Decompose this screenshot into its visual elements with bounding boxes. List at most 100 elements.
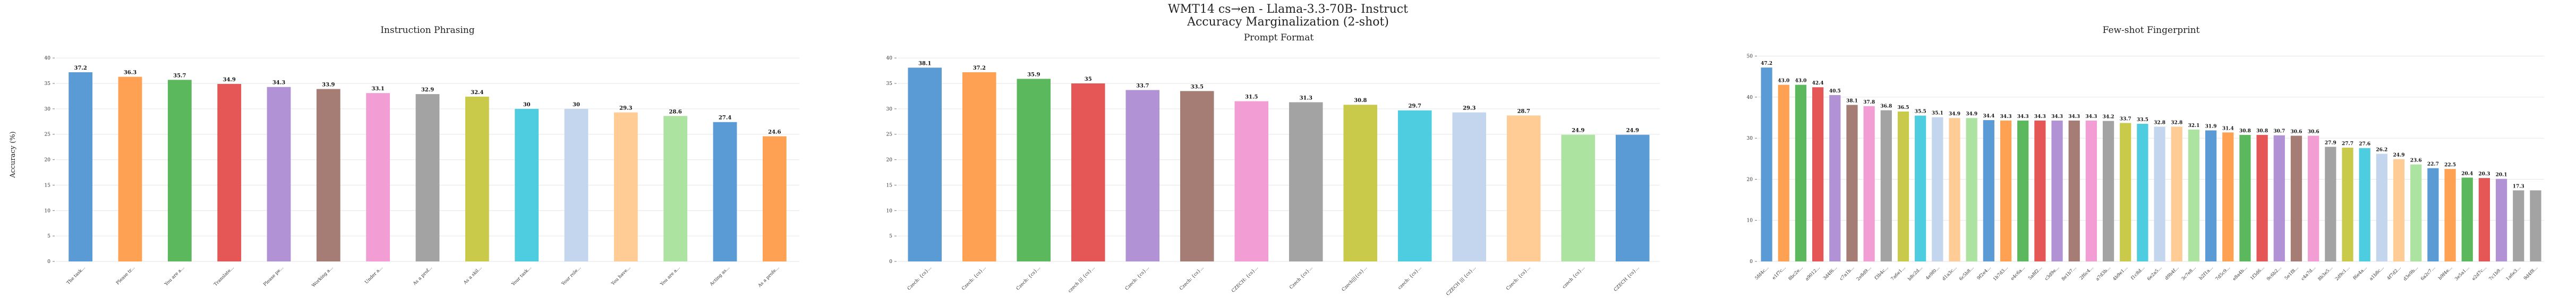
- bar: [1506, 115, 1541, 262]
- chart-panel-2: 0 5 10 15 20 25 30 35 40 Prompt Format 38.1 Czech: …: [886, 32, 1660, 297]
- x-tick-label: 2d9c1...: [2334, 265, 2351, 282]
- x-tick-label: 6c5b8...: [1958, 265, 1975, 282]
- bar-value-label: 31.4: [2222, 126, 2234, 131]
- x-tick-label: 3d4f6...: [1822, 265, 1838, 281]
- bar-value-label: 37.8: [1863, 100, 1875, 105]
- x-tick-label: 9f2e4...: [1976, 265, 1992, 281]
- bar: [1949, 118, 1960, 261]
- x-tick-label: 2f6c4...: [2079, 265, 2095, 281]
- bar-value-label: 34.3: [2034, 114, 2046, 120]
- bar: [1289, 102, 1323, 261]
- bar-value-label: 31.5: [1245, 95, 1258, 100]
- bar: [713, 122, 737, 261]
- bar: [1932, 117, 1943, 261]
- bar: [2051, 120, 2063, 262]
- bar-value-label: 33.5: [1191, 84, 1204, 90]
- y-tick-label: 5: [889, 234, 892, 239]
- bar-value-label: 28.7: [1517, 108, 1530, 114]
- y-tick-label: 35: [45, 81, 51, 87]
- y-tick-label: 20: [886, 158, 893, 163]
- bar-value-label: 33.5: [2137, 117, 2148, 123]
- figure-title: WMT14 cs→en - Llama-3.3-70B- Instruct Ac…: [0, 3, 2576, 29]
- x-tick-label: 6a2c7...: [2420, 265, 2436, 282]
- bar: [217, 83, 242, 261]
- bar-value-label: 35.1: [1932, 111, 1943, 116]
- x-tick-label: 2e8d9...: [1856, 265, 1873, 282]
- bar: [663, 116, 688, 261]
- x-tick-label: You are a...: [659, 265, 681, 287]
- bar-value-label: 33.1: [371, 86, 384, 92]
- bar: [2290, 135, 2302, 261]
- bar-value-label: 35.7: [173, 73, 186, 79]
- bar: [1343, 105, 1378, 261]
- bar: [2359, 148, 2370, 261]
- bar-value-label: 42.4: [1812, 81, 1824, 86]
- bar-value-label: 27.4: [719, 115, 731, 121]
- bar: [1880, 110, 1892, 261]
- x-tick-label: 6e2a5...: [2146, 265, 2163, 282]
- bar-value-label: 36.5: [1898, 105, 1909, 111]
- bar: [2513, 190, 2524, 261]
- bar: [1761, 67, 1772, 261]
- bar: [2495, 179, 2507, 261]
- bar: [515, 108, 539, 261]
- bar-value-label: 27.6: [2359, 142, 2370, 147]
- x-tick-label: 5e1f8...: [2284, 265, 2300, 281]
- bar: [962, 72, 996, 261]
- bar: [1180, 91, 1214, 261]
- x-tick-label: You have...: [610, 265, 632, 287]
- x-tick-label: 8b3e5...: [2317, 265, 2334, 282]
- y-tick-label: 25: [886, 132, 893, 138]
- y-tick-label: 50: [1747, 54, 1753, 59]
- bar-value-label: 43.0: [1795, 79, 1806, 84]
- bar: [1966, 118, 1977, 261]
- y-tick-label: 40: [886, 56, 893, 61]
- panel-title: Instruction Phrasing: [380, 25, 474, 36]
- y-tick-label: 10: [1747, 218, 1753, 224]
- bar-value-label: 24.9: [1572, 128, 1584, 134]
- x-tick-label: 5a8f2...: [2027, 265, 2043, 281]
- bar: [465, 96, 489, 261]
- y-tick-label: 30: [45, 107, 51, 112]
- bar: [1846, 105, 1858, 261]
- x-tick-label: Your role...: [560, 265, 582, 287]
- bar-value-label: 20.1: [2496, 173, 2507, 178]
- x-tick-label: As a skil...: [463, 265, 483, 286]
- x-tick-label: Working a...: [311, 265, 335, 289]
- x-tick-label: You are a...: [164, 265, 186, 287]
- bar-value-label: 30.6: [2291, 129, 2302, 134]
- x-tick-label: d1a3c...: [1941, 265, 1958, 282]
- bar-value-label: 43.0: [1778, 79, 1789, 84]
- bar-value-label: 33.7: [1136, 83, 1149, 89]
- x-tick-label: czech: {cs}...: [1397, 265, 1422, 291]
- bar: [2376, 154, 2387, 261]
- bar-value-label: 33.7: [2120, 116, 2131, 122]
- x-tick-label: 3e5a1...: [2454, 265, 2470, 282]
- x-tick-label: 1a6e3...: [2505, 265, 2522, 282]
- bar: [316, 89, 340, 261]
- bar: [2325, 147, 2336, 261]
- bar-value-label: 38.1: [1846, 98, 1858, 104]
- bar-value-label: 34.4: [1983, 114, 1994, 119]
- y-tick-label: 15: [45, 183, 51, 188]
- bar: [2308, 135, 2319, 261]
- bar-value-label: 30: [523, 102, 531, 108]
- x-tick-label: 9d4f8...: [2523, 265, 2539, 281]
- bar: [2205, 130, 2217, 261]
- bar: [2256, 134, 2268, 261]
- bar-value-label: 34.3: [2051, 114, 2063, 120]
- x-tick-label: The task...: [66, 265, 87, 286]
- bar: [2427, 168, 2439, 261]
- bar-value-label: 34.3: [2000, 114, 2012, 120]
- bar-value-label: 47.2: [1761, 61, 1772, 66]
- bar-value-label: 30.6: [2308, 129, 2319, 134]
- y-tick-label: 10: [886, 208, 893, 214]
- bar-value-label: 24.6: [768, 130, 781, 135]
- bar-value-label: 30: [573, 102, 580, 108]
- bar-value-label: 35: [1085, 77, 1092, 82]
- bar-value-label: 37.2: [973, 65, 986, 71]
- bar-value-label: 34.3: [272, 80, 285, 86]
- x-tick-label: a9012...: [1804, 265, 1821, 282]
- bar-value-label: 24.9: [2393, 153, 2405, 158]
- bar-value-label: 35.5: [1915, 109, 1926, 115]
